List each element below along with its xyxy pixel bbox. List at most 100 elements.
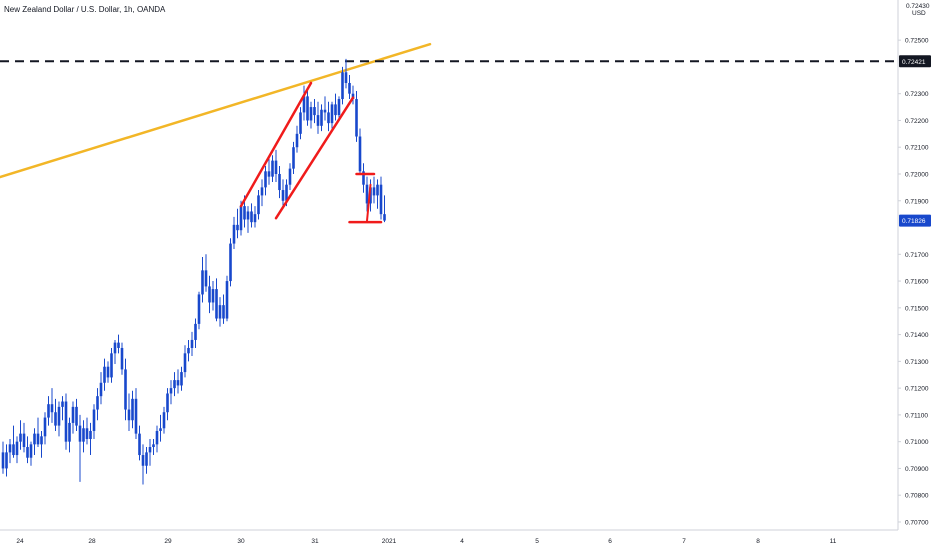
- candle-body: [190, 339, 194, 348]
- candle-body: [253, 214, 257, 223]
- price-tick-label: 0.71500: [905, 305, 929, 312]
- candle-body: [61, 401, 64, 407]
- candle-body: [5, 452, 8, 469]
- candle-body: [372, 187, 376, 196]
- candle-body: [288, 168, 292, 185]
- candle-body: [148, 447, 152, 453]
- candle-body: [155, 430, 159, 445]
- candle-body: [229, 243, 232, 282]
- candle-body: [323, 109, 327, 113]
- candle-body: [33, 433, 36, 445]
- candle-body: [117, 342, 120, 348]
- candle-body: [232, 224, 236, 244]
- candle-body: [82, 428, 85, 442]
- price-tick-label: 0.71400: [905, 332, 929, 339]
- price-tick-label: 0.71300: [905, 359, 929, 366]
- price-tick-label: 0.71900: [905, 198, 929, 205]
- candle-body: [316, 115, 320, 126]
- candle-body: [215, 289, 218, 319]
- candle-body: [313, 107, 316, 116]
- candle-body: [183, 353, 187, 373]
- candle-body: [365, 184, 369, 204]
- candle-body: [22, 433, 26, 448]
- candle-body: [292, 147, 295, 169]
- candle-body: [78, 425, 82, 442]
- candle-body: [29, 444, 33, 458]
- candle-body: [285, 184, 288, 201]
- candle-body: [201, 270, 204, 295]
- price-tick-label: 0.72200: [905, 118, 929, 125]
- candle-body: [40, 436, 43, 445]
- candle-body: [337, 99, 341, 116]
- resistance-price-badge-bg: [899, 55, 931, 68]
- candle-body: [369, 187, 372, 204]
- candle-body: [218, 305, 222, 319]
- candle-body: [309, 107, 313, 121]
- candle-body: [71, 406, 75, 423]
- candle-body: [26, 447, 29, 458]
- candle-body: [376, 184, 379, 196]
- candle-body: [243, 206, 246, 220]
- candle-body: [204, 270, 208, 287]
- candle-body: [54, 412, 57, 426]
- price-axis-top-label: 0.72430: [906, 3, 930, 10]
- candle-body: [379, 184, 383, 215]
- candle-body: [250, 211, 253, 223]
- candle-body: [225, 281, 229, 319]
- time-tick-label: 30: [237, 538, 245, 545]
- candle-body: [341, 72, 344, 100]
- candle-body: [15, 441, 19, 456]
- chart-title: New Zealand Dollar / U.S. Dollar, 1h, OA…: [4, 5, 166, 14]
- candle-body: [299, 112, 302, 134]
- candle-body: [236, 224, 239, 231]
- candle-body: [246, 211, 250, 220]
- candle-body: [141, 455, 145, 466]
- candle-body: [12, 444, 15, 456]
- candle-body: [47, 404, 50, 418]
- flag-tick-line: [366, 183, 372, 222]
- candle-body: [351, 93, 355, 100]
- price-tick-label: 0.71600: [905, 279, 929, 286]
- candle-body: [152, 444, 155, 448]
- time-tick-label: 29: [164, 538, 172, 545]
- candle-body: [208, 286, 211, 303]
- time-tick-label: 8: [756, 538, 760, 545]
- candle-body: [358, 136, 362, 172]
- candle-body: [85, 428, 89, 439]
- candle-body: [176, 380, 180, 386]
- candle-body: [320, 109, 323, 126]
- candle-body: [92, 409, 96, 431]
- candle-body: [264, 171, 267, 188]
- price-tick-label: 0.72300: [905, 91, 929, 98]
- candle-body: [295, 133, 299, 148]
- candle-body: [274, 160, 278, 174]
- candle-body: [89, 430, 92, 439]
- candle-body: [211, 289, 215, 303]
- candle-body: [145, 452, 148, 466]
- candle-body: [281, 190, 285, 201]
- price-tick-label: 0.70900: [905, 466, 929, 473]
- time-tick-label: 5: [535, 538, 539, 545]
- candle-body: [306, 96, 309, 121]
- candle-body: [187, 347, 190, 354]
- time-tick-label: 2021: [382, 538, 397, 545]
- price-tick-label: 0.72100: [905, 145, 929, 152]
- candle-body: [260, 187, 264, 196]
- price-tick-label: 0.72500: [905, 38, 929, 45]
- price-tick-label: 0.70700: [905, 519, 929, 526]
- candle-body: [19, 433, 22, 442]
- candle-body: [302, 96, 306, 113]
- candle-body: [348, 82, 351, 94]
- price-tick-label: 0.71100: [905, 412, 928, 419]
- candle-body: [334, 104, 337, 116]
- candle-body: [330, 104, 334, 124]
- candle-body: [194, 323, 197, 340]
- time-tick-label: 28: [88, 538, 96, 545]
- price-tick-label: 0.71700: [905, 252, 929, 259]
- price-tick-label: 0.71000: [905, 439, 929, 446]
- trendline: [0, 42, 432, 179]
- candle-body: [222, 305, 225, 319]
- candle-body: [383, 214, 386, 221]
- candle-body: [1, 452, 5, 469]
